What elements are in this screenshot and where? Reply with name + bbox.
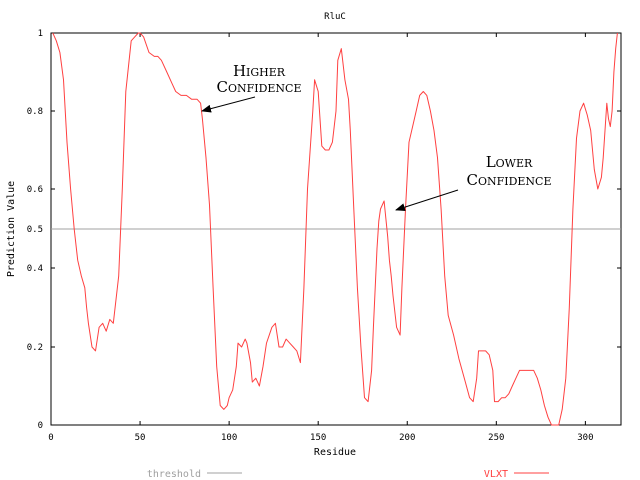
annotation-lower-line1: Lower <box>486 153 533 171</box>
y-tick-label-0.2: 0.2 <box>27 343 43 353</box>
x-tick-label-50: 50 <box>135 433 146 443</box>
y-tick-label-0.5: 0.5 <box>27 225 43 235</box>
x-tick-label-100: 100 <box>221 433 237 443</box>
x-tick-label-300: 300 <box>577 433 593 443</box>
axis-ticks: 0 50 100 150 200 250 300 0 0.2 0.4 0.5 0.6 0.8 1 <box>27 29 621 443</box>
legend-threshold-label: threshold <box>147 469 201 480</box>
x-tick-label-250: 250 <box>488 433 504 443</box>
y-tick-label-1: 1 <box>38 29 43 39</box>
annotation-higher-arrow <box>201 96 256 113</box>
annotation-lower-confidence: Lower Confidence <box>395 153 552 212</box>
annotation-higher-confidence: Higher Confidence <box>201 62 302 113</box>
x-tick-label-200: 200 <box>399 433 415 443</box>
annotation-higher-line2: Confidence <box>216 78 301 96</box>
x-tick-label-150: 150 <box>310 433 326 443</box>
y-tick-label-0: 0 <box>38 421 43 431</box>
annotation-higher-line1: Higher <box>233 62 286 80</box>
x-axis-label: Residue <box>314 447 356 458</box>
y-tick-label-0.4: 0.4 <box>27 264 43 274</box>
legend-vlxt-label: VLXT <box>484 469 508 480</box>
y-tick-label-0.8: 0.8 <box>27 107 43 117</box>
annotation-lower-line2: Confidence <box>466 171 551 189</box>
y-axis-label: Prediction Value <box>6 181 17 277</box>
chart-title: RluC <box>324 12 346 22</box>
series-lines <box>51 32 621 426</box>
legend: threshold VLXT <box>147 469 549 480</box>
annotation-lower-arrow <box>395 189 459 212</box>
series-line-vlxt <box>52 32 618 426</box>
x-tick-label-0: 0 <box>48 433 53 443</box>
y-tick-label-0.6: 0.6 <box>27 185 43 195</box>
